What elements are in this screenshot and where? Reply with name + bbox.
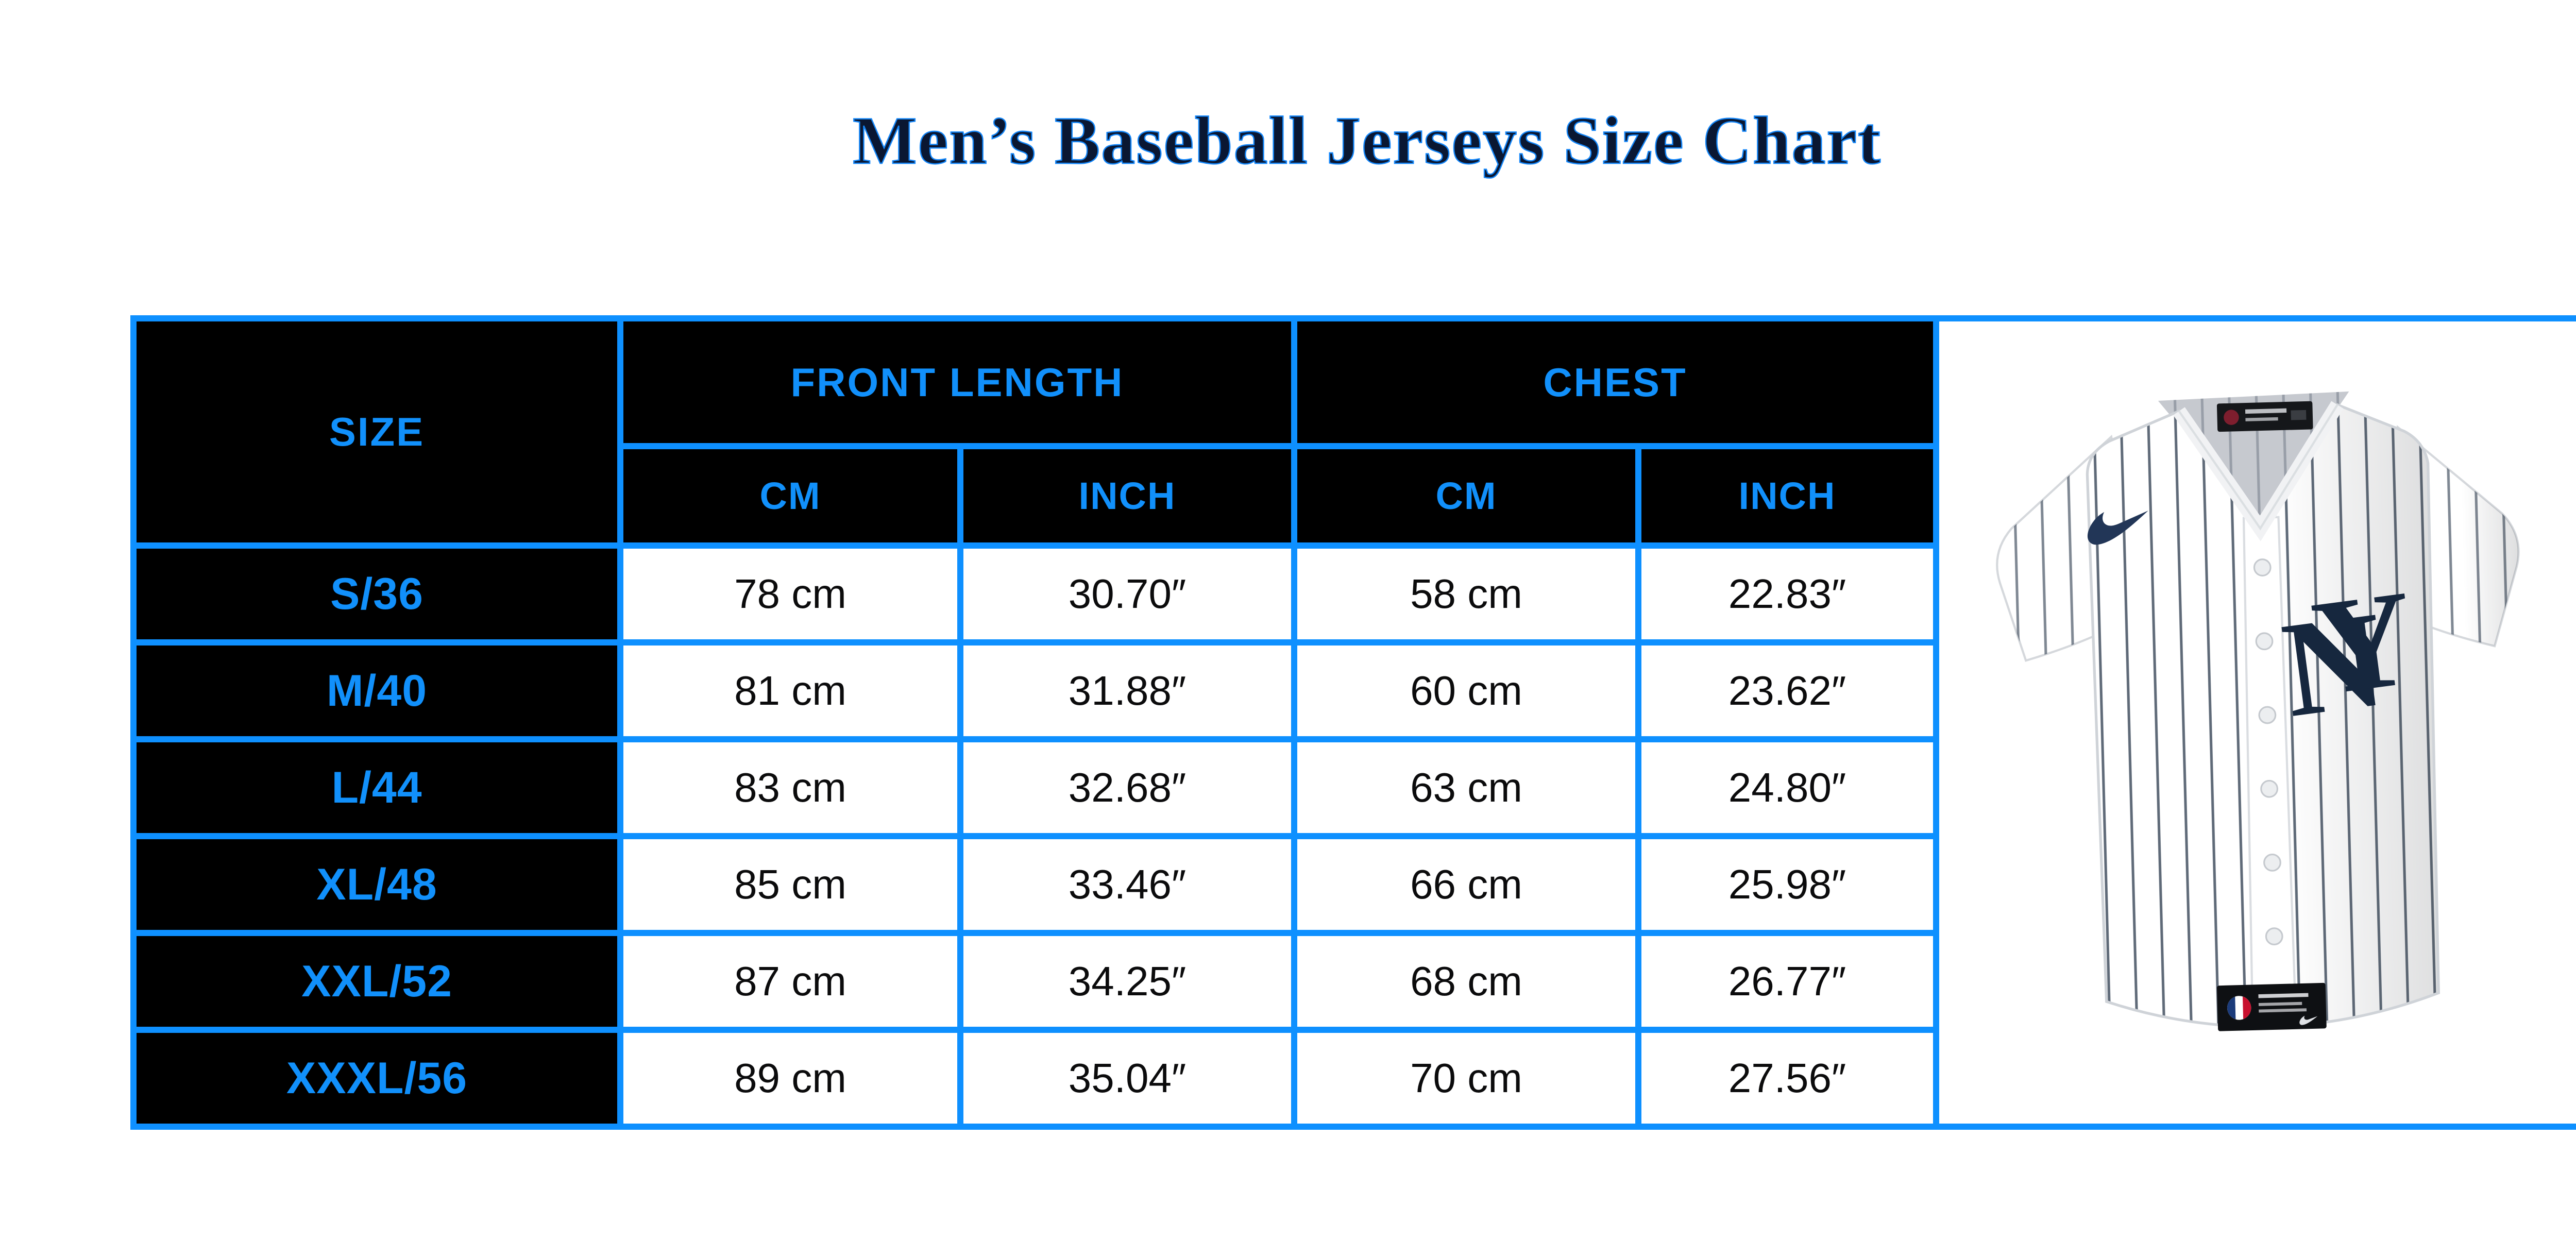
chest-inch-cell: 25.98″ — [1641, 839, 1933, 930]
chest-inch-cell: 27.56″ — [1641, 1033, 1933, 1124]
inner-collar — [2158, 391, 2349, 516]
front-length-cm-cell: 83 cm — [623, 742, 957, 833]
size-cell: S/36 — [137, 549, 617, 639]
jersey-image: N Y — [1996, 391, 2520, 1031]
chest-inch-cell: 22.83″ — [1641, 549, 1933, 639]
size-cell: XL/48 — [137, 839, 617, 930]
chest-inch-header: INCH — [1641, 449, 1933, 542]
front-length-cm-cell: 81 cm — [623, 646, 957, 736]
jersey-panel: N Y — [1939, 321, 2576, 1124]
size-column-header: SIZE — [137, 321, 617, 542]
front-length-column-header: FRONT LENGTH — [623, 321, 1291, 443]
front-length-inch-cell: 31.88″ — [963, 646, 1291, 736]
jersey-body — [2086, 403, 2440, 1028]
ny-logo: N Y — [2275, 561, 2422, 746]
chest-cm-header: CM — [1297, 449, 1635, 542]
chest-inch-cell: 24.80″ — [1641, 742, 1933, 833]
chest-inch-cell: 26.77″ — [1641, 936, 1933, 1027]
front-length-inch-cell: 35.04″ — [963, 1033, 1291, 1124]
chest-cm-cell: 60 cm — [1297, 646, 1635, 736]
page-title: Men’s Baseball Jerseys Size Chart — [852, 102, 1882, 179]
nike-swoosh-icon — [2087, 510, 2148, 545]
chest-column-header: CHEST — [1297, 321, 1933, 443]
front-length-cm-cell: 89 cm — [623, 1033, 957, 1124]
svg-text:N: N — [2275, 583, 2392, 746]
front-length-inch-cell: 32.68″ — [963, 742, 1291, 833]
chest-cm-cell: 66 cm — [1297, 839, 1635, 930]
chest-cm-cell: 70 cm — [1297, 1033, 1635, 1124]
front-length-inch-cell: 34.25″ — [963, 936, 1291, 1027]
front-length-cm-cell: 87 cm — [623, 936, 957, 1027]
front-length-inch-header: INCH — [963, 449, 1291, 542]
chest-cm-cell: 63 cm — [1297, 742, 1635, 833]
front-length-inch-cell: 30.70″ — [963, 549, 1291, 639]
size-cell: L/44 — [137, 742, 617, 833]
size-cell: M/40 — [137, 646, 617, 736]
size-cell: XXL/52 — [137, 936, 617, 1027]
chest-cm-cell: 68 cm — [1297, 936, 1635, 1027]
front-length-cm-header: CM — [623, 449, 957, 542]
front-length-cm-cell: 78 cm — [623, 549, 957, 639]
chest-cm-cell: 58 cm — [1297, 549, 1635, 639]
jock-tag — [2217, 982, 2327, 1031]
svg-text:Y: Y — [2305, 561, 2422, 724]
size-chart-grid: SIZE FRONT LENGTH CHEST CM INCH CM INCH — [130, 315, 2576, 1130]
size-cell: XXXL/56 — [137, 1033, 617, 1124]
front-length-inch-cell: 33.46″ — [963, 839, 1291, 930]
front-length-cm-cell: 85 cm — [623, 839, 957, 930]
chest-inch-cell: 23.62″ — [1641, 646, 1933, 736]
neck-tag — [2216, 401, 2313, 432]
